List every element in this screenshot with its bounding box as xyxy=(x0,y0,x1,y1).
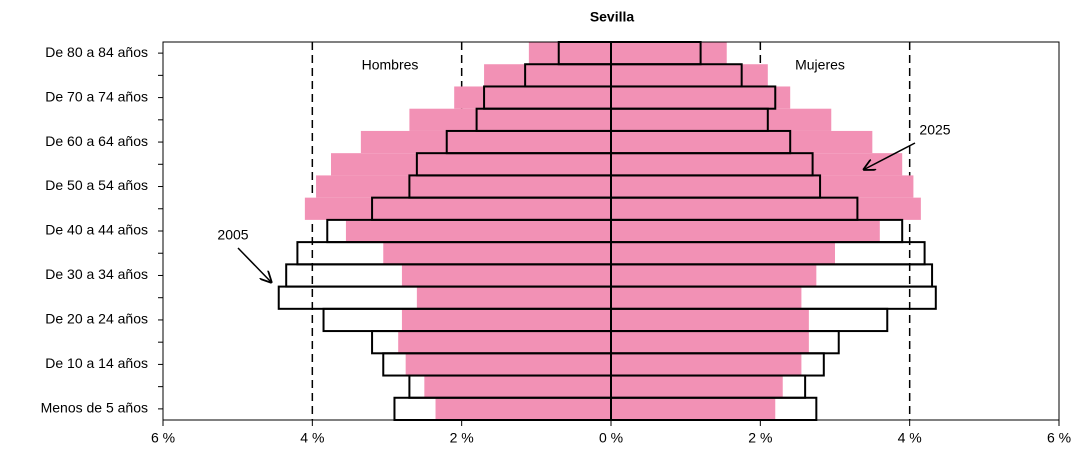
bar xyxy=(611,264,817,287)
bar xyxy=(611,219,880,243)
bar xyxy=(611,42,727,65)
bar xyxy=(611,397,776,420)
bar xyxy=(424,375,611,398)
x-tick-label: 4 % xyxy=(300,430,324,446)
bar xyxy=(409,108,611,131)
chart-title: Sevilla xyxy=(590,9,635,25)
arrow xyxy=(863,142,916,170)
bar xyxy=(401,264,611,287)
bar xyxy=(611,130,873,154)
bar xyxy=(401,308,611,332)
arrow xyxy=(237,247,272,283)
annotation: 2005 xyxy=(217,227,248,243)
x-tick-label: 6 % xyxy=(1047,430,1071,446)
bar xyxy=(611,331,809,354)
y-tick-label: De 30 a 34 años xyxy=(45,266,148,282)
bar xyxy=(611,242,835,265)
x-tick-label: 2 % xyxy=(450,430,474,446)
bar xyxy=(454,86,611,109)
bar xyxy=(611,197,921,220)
bar xyxy=(611,86,791,109)
bar xyxy=(611,286,802,309)
bar xyxy=(611,375,783,398)
bar xyxy=(331,153,611,176)
bar xyxy=(316,175,611,198)
y-tick-label: De 20 a 24 años xyxy=(45,311,148,327)
y-tick-label: Menos de 5 años xyxy=(41,400,148,416)
side-label: Hombres xyxy=(362,57,419,73)
bar xyxy=(611,64,768,87)
bar xyxy=(416,286,611,309)
y-tick-label: De 10 a 14 años xyxy=(45,355,148,371)
bar xyxy=(345,219,611,243)
bar xyxy=(383,242,611,265)
bar xyxy=(611,175,914,198)
bar xyxy=(304,197,611,220)
bar xyxy=(611,108,832,131)
x-tick-label: 0 % xyxy=(599,430,623,446)
bar xyxy=(398,331,611,354)
bar xyxy=(611,153,903,176)
y-tick-label: De 70 a 74 años xyxy=(45,88,148,104)
y-tick-label: De 50 a 54 años xyxy=(45,177,148,193)
plot xyxy=(158,41,1060,426)
bar xyxy=(528,42,611,65)
side-label: Mujeres xyxy=(795,57,845,73)
x-tick-label: 6 % xyxy=(151,430,175,446)
y-tick-label: De 80 a 84 años xyxy=(45,44,148,60)
annotation: 2025 xyxy=(919,122,950,138)
x-tick-label: 4 % xyxy=(898,430,922,446)
bar xyxy=(484,64,611,87)
y-tick-label: De 40 a 44 años xyxy=(45,222,148,238)
y-tick-label: De 60 a 64 años xyxy=(45,133,148,149)
bar xyxy=(611,308,809,332)
bar xyxy=(360,130,611,154)
bar xyxy=(611,353,802,376)
bar xyxy=(405,353,611,376)
x-tick-label: 2 % xyxy=(748,430,772,446)
bar xyxy=(435,397,611,420)
